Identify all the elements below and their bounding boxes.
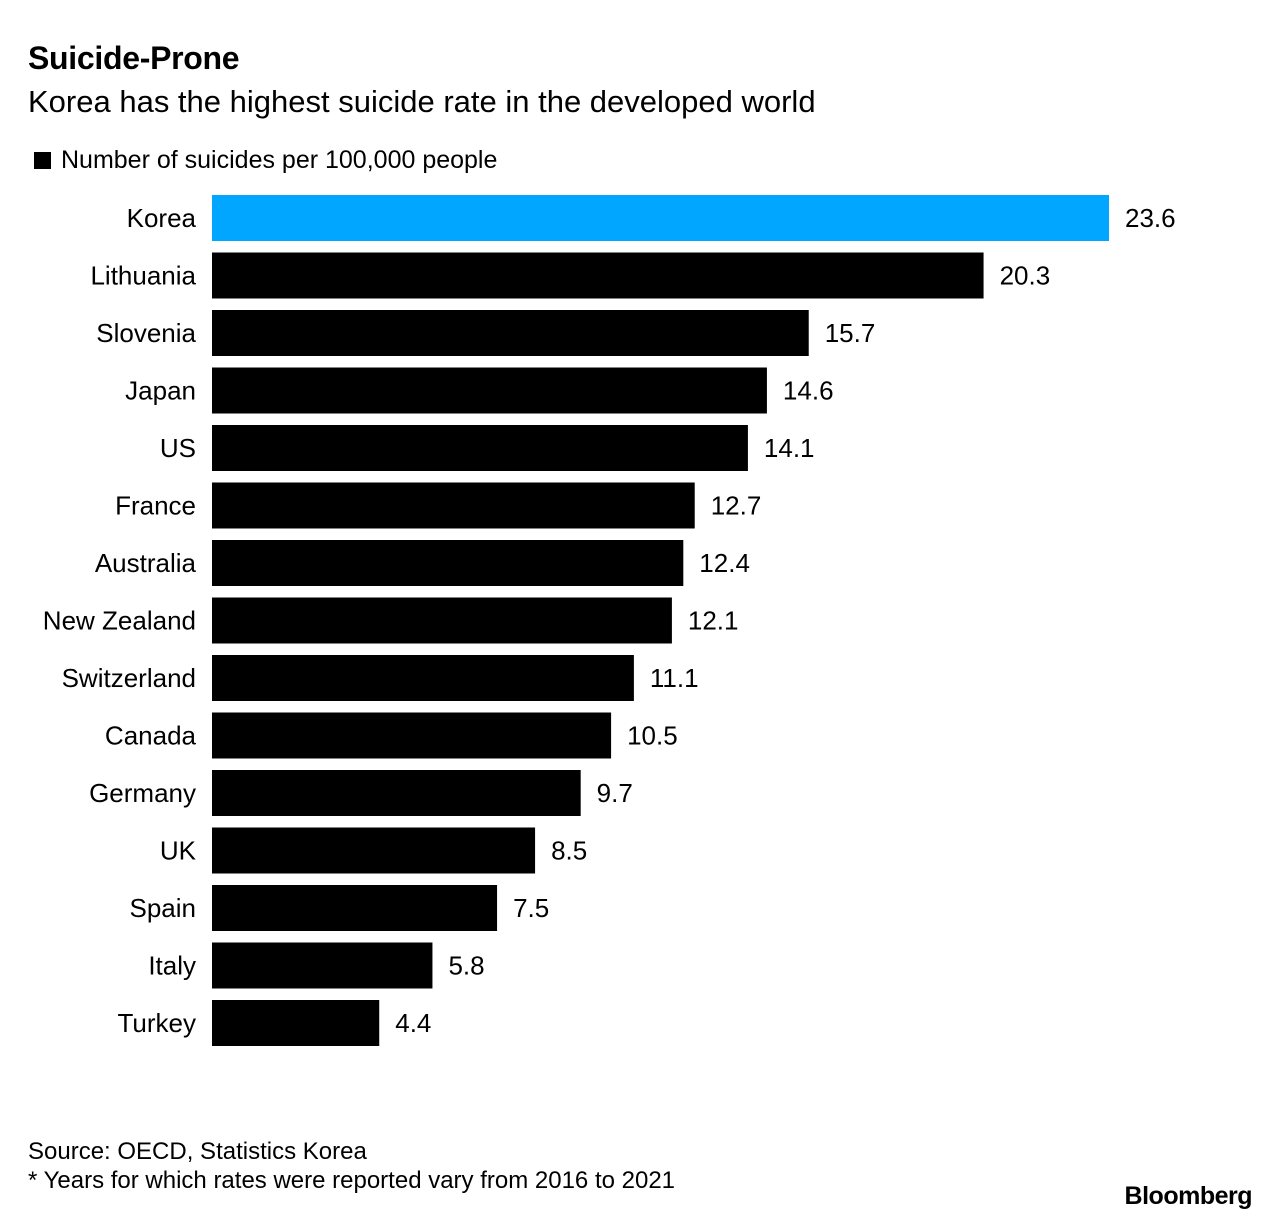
value-label: 11.1 bbox=[650, 663, 699, 693]
bar-germany bbox=[212, 770, 581, 816]
chart-title: Suicide-Prone bbox=[28, 40, 240, 76]
bar-turkey bbox=[212, 1000, 380, 1046]
value-label: 4.4 bbox=[395, 1008, 431, 1038]
bar-australia bbox=[212, 540, 684, 586]
legend-swatch bbox=[34, 152, 51, 169]
footnote: * Years for which rates were reported va… bbox=[28, 1167, 676, 1194]
category-label: Canada bbox=[105, 721, 197, 751]
category-label: Turkey bbox=[118, 1008, 197, 1038]
value-label: 14.6 bbox=[783, 376, 834, 406]
legend: Number of suicides per 100,000 people bbox=[34, 146, 497, 175]
category-label: UK bbox=[160, 836, 197, 866]
bar-slovenia bbox=[212, 310, 809, 356]
value-label: 10.5 bbox=[627, 721, 678, 751]
category-label: Spain bbox=[130, 893, 197, 923]
value-label: 23.6 bbox=[1125, 203, 1176, 233]
value-label: 20.3 bbox=[1000, 261, 1051, 291]
bar-new-zealand bbox=[212, 597, 672, 644]
bar-spain bbox=[212, 885, 498, 931]
category-label: Lithuania bbox=[90, 261, 196, 291]
bar-us bbox=[212, 425, 748, 471]
category-label: US bbox=[160, 433, 196, 463]
brand-logo: Bloomberg bbox=[1124, 1182, 1253, 1210]
value-label: 14.1 bbox=[764, 433, 815, 463]
category-label: Italy bbox=[148, 951, 196, 981]
value-label: 9.7 bbox=[597, 778, 633, 808]
value-label: 15.7 bbox=[825, 318, 876, 348]
chart-subtitle: Korea has the highest suicide rate in th… bbox=[28, 84, 816, 119]
bar-canada bbox=[212, 712, 612, 759]
bar-switzerland bbox=[212, 655, 634, 701]
category-label: France bbox=[115, 491, 196, 521]
bar-japan bbox=[212, 367, 767, 414]
category-label: Japan bbox=[125, 376, 196, 406]
bar-uk bbox=[212, 827, 536, 874]
value-label: 12.1 bbox=[688, 606, 739, 636]
value-label: 12.4 bbox=[699, 548, 750, 578]
value-label: 8.5 bbox=[551, 836, 587, 866]
value-label: 7.5 bbox=[513, 893, 549, 923]
bar-france bbox=[212, 482, 695, 529]
category-label: Switzerland bbox=[62, 663, 196, 693]
bar-italy bbox=[212, 942, 433, 989]
category-label: Korea bbox=[127, 203, 197, 233]
source-note: Source: OECD, Statistics Korea bbox=[28, 1138, 367, 1165]
bar-lithuania bbox=[212, 252, 984, 299]
bar-korea bbox=[212, 195, 1109, 241]
value-label: 12.7 bbox=[711, 491, 762, 521]
legend-label: Number of suicides per 100,000 people bbox=[61, 146, 498, 174]
category-label: Australia bbox=[95, 548, 197, 578]
category-label: Germany bbox=[89, 778, 196, 808]
value-label: 5.8 bbox=[448, 951, 484, 981]
category-label: New Zealand bbox=[43, 606, 196, 636]
category-label: Slovenia bbox=[96, 318, 196, 348]
